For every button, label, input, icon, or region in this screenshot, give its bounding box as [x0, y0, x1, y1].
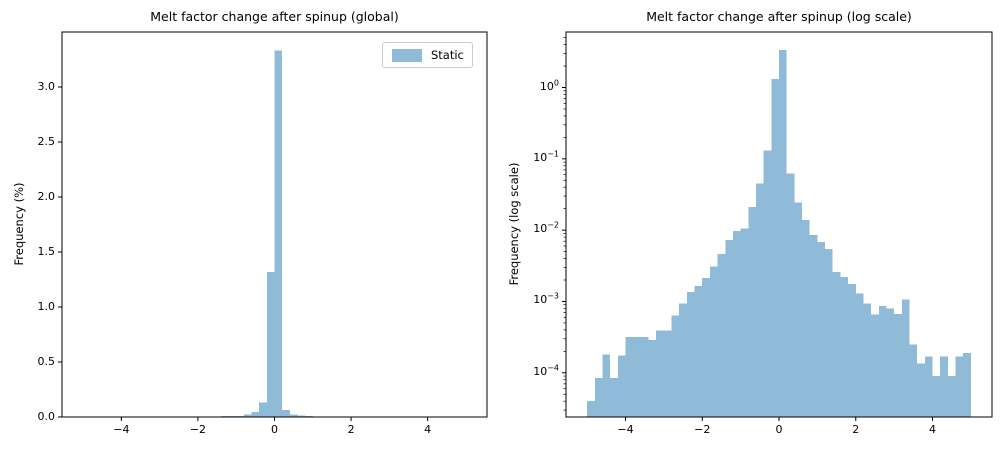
- histogram-bar: [610, 377, 618, 417]
- histogram-bar: [878, 306, 887, 417]
- x-tick-label: −2: [694, 423, 711, 436]
- histogram-bar: [809, 235, 818, 417]
- histogram-bar: [289, 414, 298, 417]
- histogram-bar: [243, 414, 252, 417]
- histogram-bar: [947, 376, 956, 417]
- histogram-bar: [648, 339, 657, 417]
- histogram-bar: [863, 303, 872, 417]
- histogram-bar: [663, 330, 672, 417]
- histogram-bar: [686, 291, 695, 417]
- histogram-bar: [625, 336, 634, 417]
- x-tick-label: 4: [424, 423, 432, 436]
- histogram-bar: [909, 344, 918, 417]
- histogram-bar: [932, 376, 941, 417]
- chart-title-log: Melt factor change after spinup (log sca…: [646, 9, 912, 24]
- histogram-bar: [725, 239, 733, 417]
- y-tick-label: 10−3: [533, 291, 559, 307]
- y-tick-label: 0.0: [37, 410, 56, 423]
- histogram-bar: [617, 355, 626, 417]
- x-tick-label: −4: [113, 423, 130, 436]
- histogram-bar: [817, 242, 826, 417]
- y-tick-label: 0.5: [37, 355, 56, 368]
- histogram-bar: [594, 377, 603, 417]
- histogram-bar: [297, 415, 306, 417]
- histogram-bar: [251, 412, 260, 417]
- histogram-bar: [274, 50, 283, 417]
- histogram-bar: [702, 277, 710, 417]
- histogram-bar: [840, 277, 849, 417]
- histogram-bar: [266, 271, 275, 417]
- legend-box: Static: [382, 42, 473, 68]
- y-tick-label: 3.0: [37, 80, 56, 93]
- y-tick-label: 2.0: [37, 190, 56, 203]
- x-tick-label: 0: [775, 423, 783, 436]
- histogram-bar: [748, 207, 756, 417]
- histogram-bar: [740, 228, 749, 417]
- histogram-bar: [656, 330, 664, 417]
- histogram-bar: [763, 150, 772, 417]
- chart-title-global: Melt factor change after spinup (global): [150, 9, 399, 24]
- histogram-bar: [894, 313, 902, 417]
- histogram-bar: [640, 336, 649, 417]
- y-tick-label: 10−4: [533, 363, 559, 378]
- histogram-bar: [717, 254, 726, 417]
- x-tick-label: −4: [617, 423, 634, 436]
- histogram-bar: [755, 183, 764, 417]
- histogram-bar: [259, 402, 267, 417]
- histogram-bar: [602, 354, 611, 417]
- histogram-bar: [679, 303, 687, 417]
- y-tick-label: 1.0: [37, 300, 56, 313]
- y-tick-label: 10−2: [533, 220, 559, 236]
- x-tick-label: 2: [852, 423, 860, 436]
- y-tick-label: 10−1: [533, 149, 559, 164]
- histogram-bar: [955, 356, 964, 417]
- histogram-bar: [794, 202, 803, 417]
- histogram-bar: [732, 230, 741, 417]
- x-tick-label: 4: [929, 423, 936, 436]
- y-tick-label: 2.5: [37, 135, 56, 148]
- histogram-bar: [924, 356, 933, 417]
- histogram-bar: [940, 356, 948, 417]
- legend-label: Static: [431, 48, 464, 62]
- histogram-bar: [633, 336, 641, 417]
- histogram-bar: [901, 299, 910, 417]
- y-tick-label: 1.5: [37, 245, 56, 258]
- x-tick-label: 2: [347, 423, 355, 436]
- histogram-bar: [848, 283, 856, 417]
- histogram-bar: [228, 415, 237, 417]
- histogram-bar: [709, 266, 718, 417]
- histogram-bar: [802, 220, 810, 417]
- histogram-bar: [771, 78, 779, 418]
- histogram-bar: [779, 50, 787, 418]
- histogram-bar: [587, 401, 595, 417]
- histogram-bar: [917, 363, 925, 417]
- x-tick-label: −2: [189, 423, 207, 436]
- histogram-bar: [832, 271, 841, 417]
- y-tick-label: 100: [539, 77, 559, 93]
- histogram-bar: [871, 314, 879, 417]
- histogram-bar: [855, 293, 864, 417]
- histogram-bar: [825, 249, 833, 417]
- histogram-bar: [694, 286, 703, 417]
- histogram-bar: [886, 308, 895, 417]
- histogram-bar: [786, 173, 795, 417]
- histogram-bar: [282, 410, 290, 417]
- x-tick-label: 0: [271, 423, 278, 436]
- histogram-bar: [236, 415, 244, 417]
- legend-swatch: [392, 48, 422, 62]
- histogram-bar: [671, 315, 680, 417]
- histogram-bar: [963, 352, 971, 417]
